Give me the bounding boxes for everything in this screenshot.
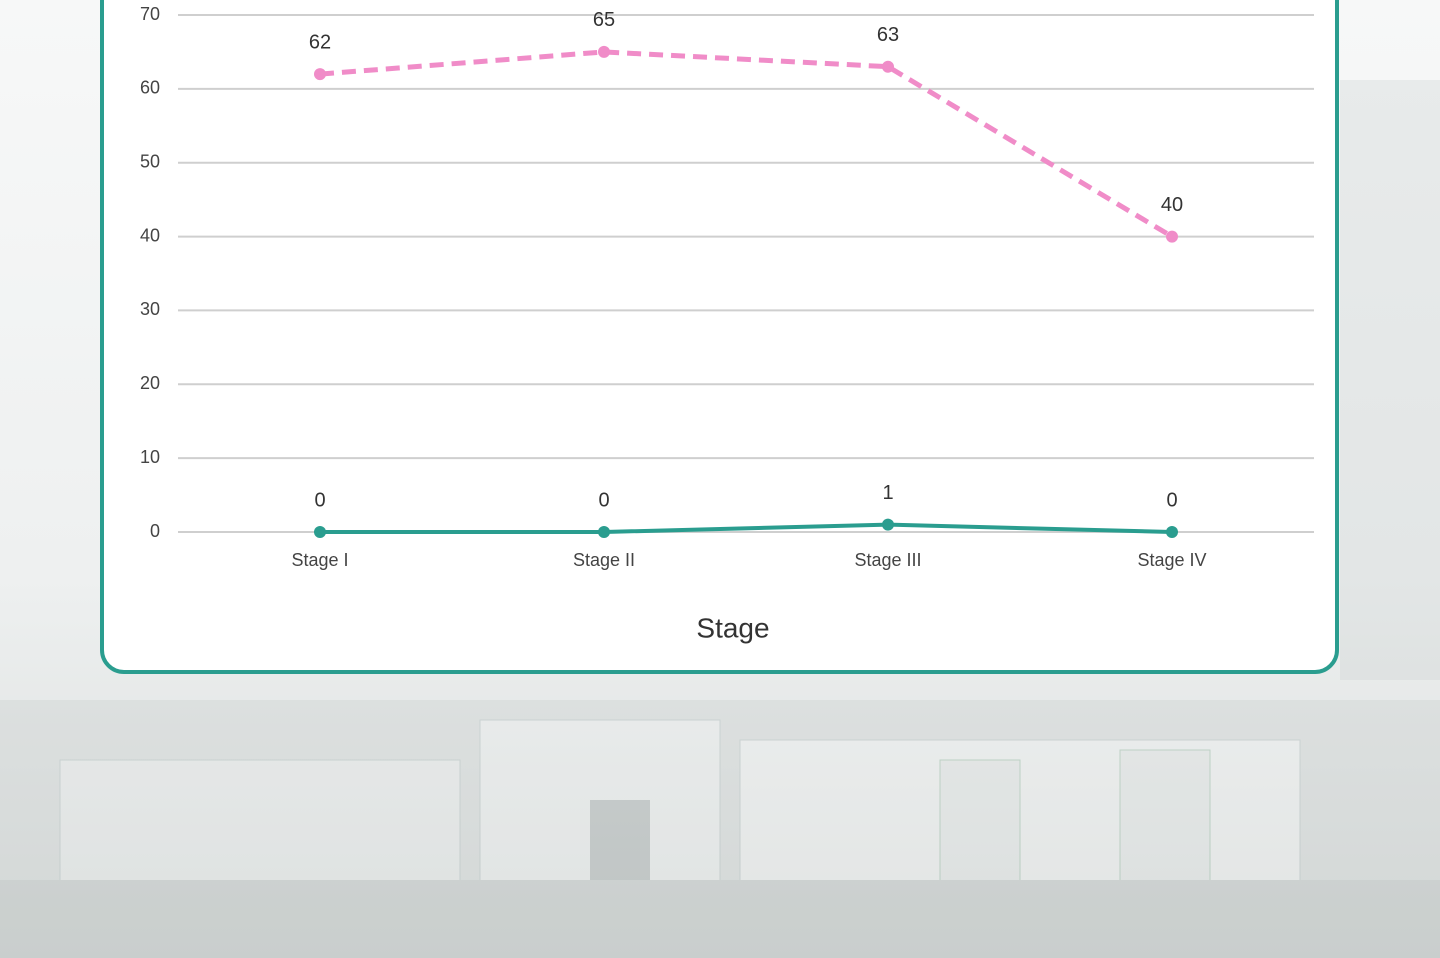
data-point: [314, 68, 326, 81]
y-tick-label: 60: [140, 78, 160, 98]
y-tick-label: 30: [140, 299, 160, 319]
data-label: 63: [877, 24, 899, 46]
background-building: [0, 80, 1440, 958]
data-label: 65: [593, 9, 615, 31]
y-tick-label: 40: [140, 225, 160, 245]
data-point: [314, 526, 326, 538]
chart-card: [100, 0, 1339, 674]
y-tick-label: 20: [140, 373, 160, 393]
legend-label: Male: [1120, 0, 1163, 4]
y-tick-label: 0: [150, 521, 160, 541]
x-axis-title: Stage: [696, 612, 769, 643]
series-line: [320, 522, 1173, 534]
y-tick-label: 10: [140, 447, 160, 467]
data-label: 0: [598, 489, 609, 511]
data-point: [882, 60, 894, 73]
y-tick-label: 50: [140, 151, 160, 171]
data-point: [598, 45, 610, 58]
data-label: 40: [1161, 194, 1183, 216]
x-tick-label: Stage III: [854, 550, 921, 570]
data-point: [882, 518, 894, 531]
y-tick-label: 70: [140, 4, 160, 24]
data-label: 1: [882, 482, 893, 504]
data-point: [1166, 526, 1178, 538]
legend-label: Female: [1245, 0, 1312, 4]
data-label: 0: [1166, 489, 1177, 511]
data-point: [1166, 230, 1178, 243]
x-tick-label: Stage II: [573, 550, 635, 570]
series-line: [319, 49, 1174, 239]
data-point: [598, 526, 610, 538]
data-label: 62: [309, 31, 331, 53]
x-tick-label: Stage I: [291, 550, 348, 570]
data-label: 0: [314, 489, 325, 511]
x-tick-label: Stage IV: [1137, 550, 1206, 570]
